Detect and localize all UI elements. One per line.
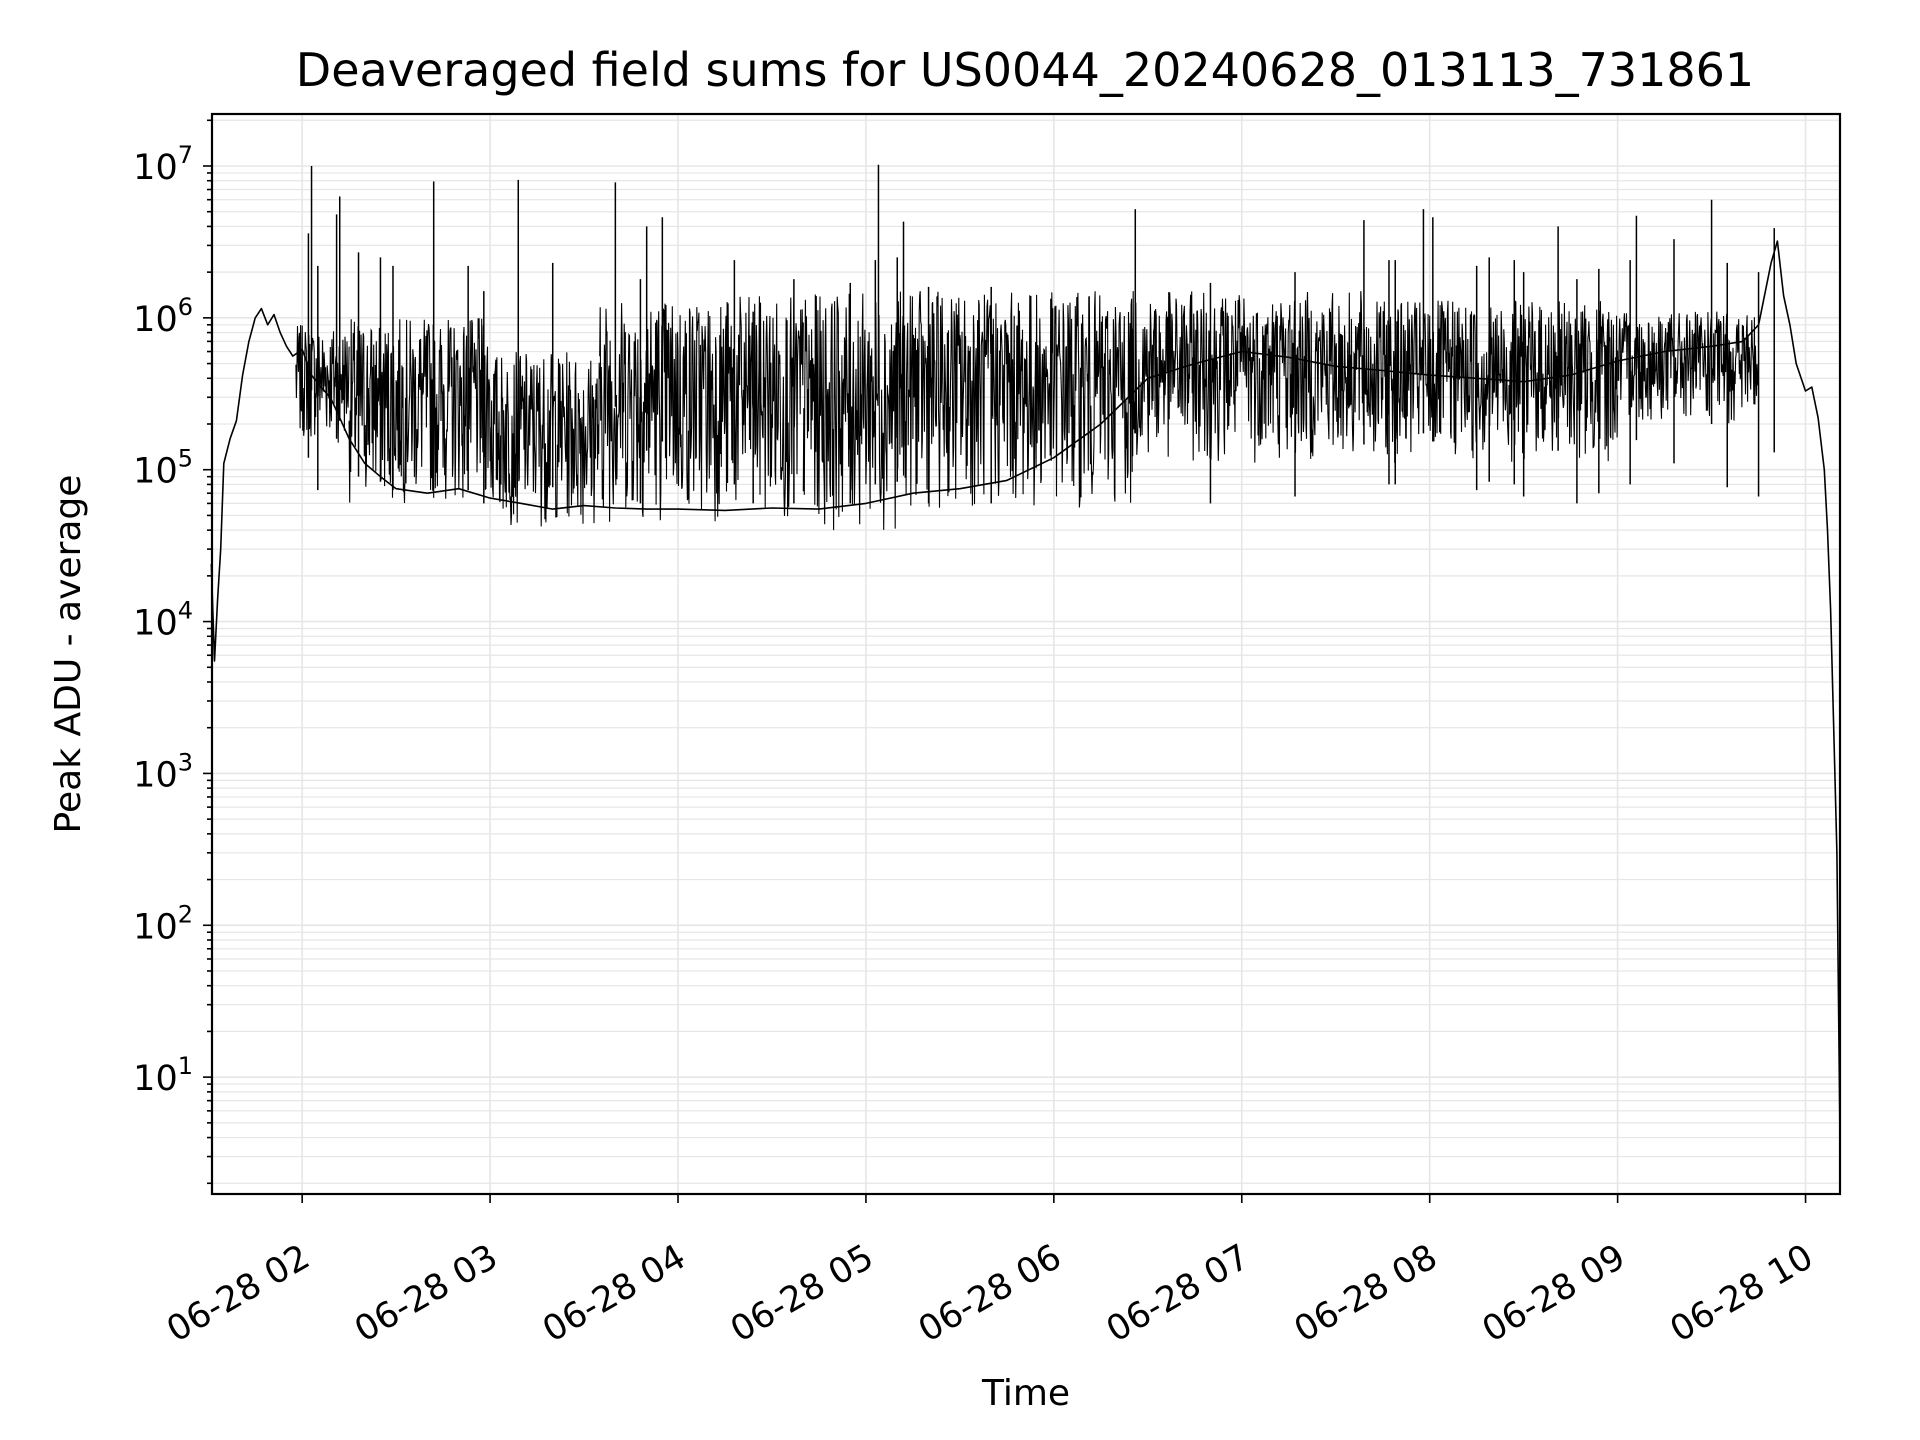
y-tick-label: 107	[133, 141, 193, 188]
x-axis-label: Time	[981, 1373, 1070, 1414]
plot-frame	[210, 112, 1842, 1196]
chart-title: Deaveraged field sums for US0044_2024062…	[296, 43, 1754, 97]
y-tick-label: 101	[133, 1052, 193, 1099]
series-band	[1366, 300, 1619, 463]
series-band	[599, 296, 804, 522]
series-band	[1617, 311, 1760, 424]
y-tick-label: 106	[133, 293, 193, 340]
y-tick-label: 104	[133, 597, 193, 644]
y-tick-label: 102	[133, 900, 193, 947]
series-band	[1131, 291, 1368, 463]
y-axis-label: Peak ADU - average	[48, 475, 89, 834]
data-series	[210, 164, 1841, 1142]
y-tick-label: 103	[133, 748, 193, 795]
series-band	[348, 318, 491, 504]
series-line	[210, 240, 1841, 1142]
series-band	[489, 352, 601, 527]
y-tick-label: 105	[133, 445, 193, 492]
y-axis: 101 102 103 104 105 106 107	[133, 119, 212, 1185]
series-band	[896, 291, 1133, 508]
grid	[212, 114, 1840, 1194]
